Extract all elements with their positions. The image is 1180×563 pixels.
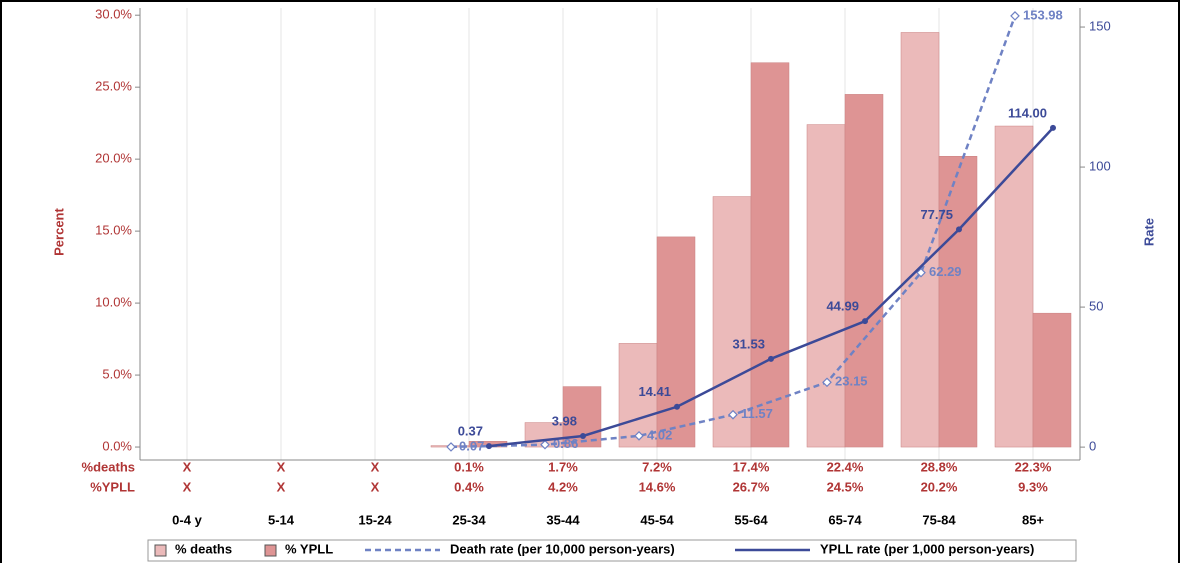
x-tick-label: 65-74 <box>828 512 862 527</box>
table-cell: 0.1% <box>454 459 484 474</box>
data-label: 0.07 <box>459 438 484 453</box>
legend-swatch <box>264 544 277 557</box>
table-cell: X <box>277 459 286 474</box>
table-cell: 0.4% <box>454 479 484 494</box>
table-cell: X <box>371 479 380 494</box>
bar <box>806 124 846 448</box>
bar <box>994 125 1034 448</box>
y2-tick-label: 50 <box>1089 299 1103 314</box>
y2-tick-label: 150 <box>1089 18 1111 33</box>
table-cell: 7.2% <box>642 459 672 474</box>
table-cell: X <box>183 479 192 494</box>
y-tick-label: 0.0% <box>102 438 132 453</box>
legend-label: % deaths <box>175 541 232 556</box>
x-tick-label: 25-34 <box>452 512 486 527</box>
x-tick-label: 55-64 <box>734 512 768 527</box>
y-tick-label: 20.0% <box>95 151 132 166</box>
x-tick-label: 75-84 <box>922 512 956 527</box>
y-tick-label: 15.0% <box>95 223 132 238</box>
legend-label: Death rate (per 10,000 person-years) <box>450 541 675 556</box>
y2-axis-label: Rate <box>1141 218 1156 246</box>
bar <box>938 156 978 448</box>
bar <box>618 343 658 448</box>
table-cell: 14.6% <box>639 479 676 494</box>
bar <box>844 94 884 448</box>
table-row-label: %deaths <box>82 459 135 474</box>
bar <box>712 196 752 448</box>
data-label: 11.57 <box>741 406 773 421</box>
table-cell: 28.8% <box>921 459 958 474</box>
marker <box>956 226 962 233</box>
data-label: 4.02 <box>647 427 672 442</box>
legend-swatch <box>154 544 167 557</box>
table-cell: 26.7% <box>733 479 770 494</box>
table-cell: 24.5% <box>827 479 864 494</box>
legend-label: % YPLL <box>285 541 333 556</box>
x-tick-label: 45-54 <box>640 512 674 527</box>
marker <box>916 267 926 278</box>
data-label: 114.00 <box>1008 105 1047 120</box>
x-tick-label: 5-14 <box>268 512 295 527</box>
table-cell: 20.2% <box>921 479 958 494</box>
data-label: 0.37 <box>458 424 483 439</box>
legend-label: YPLL rate (per 1,000 person-years) <box>820 541 1034 556</box>
y2-tick-label: 0 <box>1089 439 1096 454</box>
y-axis-label: Percent <box>51 207 66 255</box>
y-tick-label: 10.0% <box>95 295 132 310</box>
marker <box>1010 11 1020 21</box>
table-cell: X <box>277 479 286 494</box>
data-label: 77.75 <box>920 207 953 222</box>
x-tick-label: 0-4 y <box>172 512 202 527</box>
x-tick-label: 35-44 <box>546 512 580 527</box>
y-tick-label: 5.0% <box>102 367 132 382</box>
marker <box>486 443 492 450</box>
marker <box>674 403 680 410</box>
data-label: 14.41 <box>638 384 671 399</box>
table-row-label: %YPLL <box>90 479 135 494</box>
data-label: 44.99 <box>826 299 859 314</box>
table-cell: 17.4% <box>733 459 770 474</box>
bar <box>1032 312 1072 448</box>
marker <box>446 442 456 452</box>
data-label: 153.98 <box>1023 7 1063 22</box>
marker <box>580 432 586 439</box>
table-cell: 9.3% <box>1018 479 1048 494</box>
legend-box <box>147 539 1077 562</box>
table-cell: 22.3% <box>1015 459 1052 474</box>
marker <box>822 377 832 388</box>
table-cell: 22.4% <box>827 459 864 474</box>
data-label: 31.53 <box>732 336 765 351</box>
x-tick-label: 85+ <box>1022 512 1044 527</box>
y2-tick-label: 100 <box>1089 159 1111 174</box>
marker <box>768 355 774 362</box>
marker <box>728 409 738 420</box>
y-tick-label: 25.0% <box>95 79 132 94</box>
bar <box>750 62 790 448</box>
marker <box>540 439 550 450</box>
x-tick-label: 15-24 <box>358 512 392 527</box>
marker <box>1050 124 1056 131</box>
data-label: 23.15 <box>835 374 868 389</box>
marker <box>634 431 644 441</box>
y-tick-label: 30.0% <box>95 7 132 22</box>
marker <box>862 318 868 325</box>
table-cell: 4.2% <box>548 479 578 494</box>
table-cell: X <box>371 459 380 474</box>
data-label: 0.86 <box>553 436 578 451</box>
data-label: 62.29 <box>929 264 962 279</box>
bar <box>656 236 696 448</box>
table-cell: 1.7% <box>548 459 578 474</box>
data-label: 3.98 <box>552 413 577 428</box>
table-cell: X <box>183 459 192 474</box>
